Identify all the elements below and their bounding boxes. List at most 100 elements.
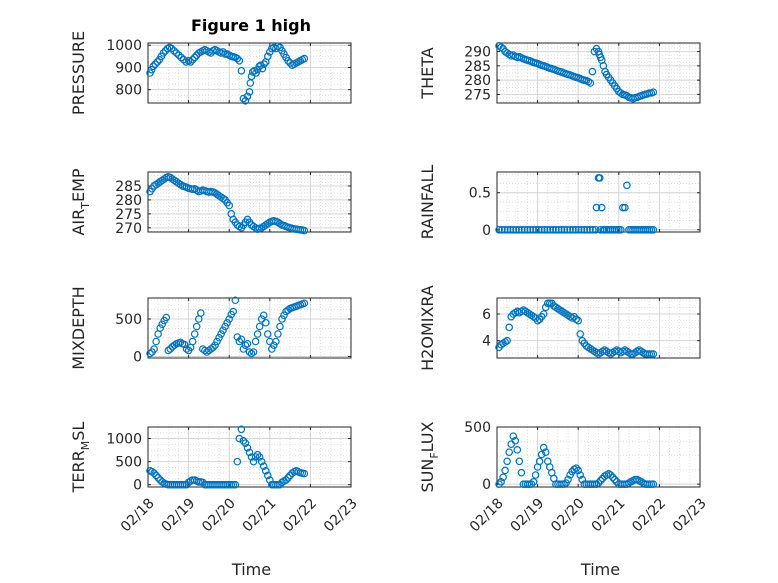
axes-frame <box>147 297 352 359</box>
y-tick-label: 290 <box>464 45 491 61</box>
data-point <box>537 450 546 459</box>
data-point <box>554 225 563 234</box>
data-point <box>255 322 264 331</box>
data-point <box>223 318 231 327</box>
data-point <box>541 303 550 312</box>
data-point <box>150 345 158 353</box>
data-point <box>529 478 538 486</box>
data-point <box>237 335 246 344</box>
data-point <box>259 462 268 471</box>
y-tick-label: 500 <box>115 455 142 471</box>
data-point <box>225 315 234 323</box>
data-point <box>219 326 227 335</box>
y-axis-label-subscript: F <box>428 452 441 458</box>
data-point <box>543 225 552 234</box>
data-point <box>243 443 252 452</box>
y-axis-label-main: AIR <box>69 209 88 236</box>
data-point <box>239 437 248 445</box>
data-point <box>219 194 227 203</box>
data-point <box>580 225 589 234</box>
data-point <box>261 318 270 327</box>
y-tick-label: 500 <box>464 420 491 436</box>
data-point <box>245 88 254 96</box>
axes-frame <box>147 42 352 104</box>
data-point <box>517 468 526 477</box>
y-tick-label: 280 <box>115 193 142 209</box>
data-point <box>649 225 658 234</box>
data-point <box>235 222 244 231</box>
data-point <box>276 322 284 331</box>
data-point <box>207 345 215 353</box>
data-point <box>574 466 583 475</box>
data-point <box>209 343 217 352</box>
data-point <box>146 349 154 358</box>
y-tick-label: 4 <box>482 334 491 350</box>
data-point <box>272 337 280 346</box>
data-point <box>245 348 254 356</box>
data-point <box>649 480 658 488</box>
data-point <box>241 439 250 447</box>
data-point <box>606 471 615 479</box>
data-point <box>158 478 167 486</box>
y-tick-label: 800 <box>115 83 142 99</box>
data-point <box>284 473 292 482</box>
data-point <box>517 225 526 234</box>
data-point <box>623 92 631 100</box>
data-point <box>164 346 173 355</box>
data-point <box>211 341 219 350</box>
data-point <box>576 471 585 479</box>
data-point <box>595 174 604 182</box>
data-point <box>495 480 503 488</box>
y-axis-label-rest: EMP <box>69 168 88 202</box>
y-axis-label: AIRTEMP <box>69 168 92 235</box>
data-point <box>270 341 278 350</box>
data-point <box>499 473 507 482</box>
y-tick-label: 0 <box>133 350 142 366</box>
data-point <box>586 79 595 87</box>
data-point <box>586 225 594 234</box>
data-point <box>564 475 572 484</box>
data-point <box>237 66 246 75</box>
y-tick-label: 6 <box>482 307 491 323</box>
y-axis-label: THETA <box>418 47 437 99</box>
y-tick-label: 900 <box>115 60 142 76</box>
data-point <box>495 225 503 234</box>
data-point <box>529 225 537 234</box>
data-point <box>188 337 197 346</box>
data-point <box>180 340 189 349</box>
data-point <box>231 296 240 305</box>
data-point <box>247 349 256 358</box>
data-point <box>239 345 248 353</box>
data-point <box>167 44 176 53</box>
data-point <box>278 478 286 487</box>
y-axis-label-main: SUN <box>418 459 437 493</box>
data-point <box>531 471 540 479</box>
data-point <box>512 225 520 234</box>
data-point <box>253 450 262 459</box>
data-point <box>594 479 603 487</box>
data-point <box>177 53 186 62</box>
data-point <box>188 55 197 64</box>
data-point <box>649 88 658 96</box>
data-point <box>263 52 272 61</box>
y-axis-label: PRESSURE <box>69 31 88 115</box>
data-point <box>158 320 167 329</box>
data-point <box>623 181 631 190</box>
subplot-rainfall: 0 0.5 RAINFALL <box>418 165 701 239</box>
data-point <box>186 58 195 66</box>
data-point <box>284 306 292 314</box>
data-point <box>231 480 240 489</box>
subplot-mixdepth: 0 500 MIXDEPTH <box>69 286 352 370</box>
figure-title: Figure 1 high <box>191 16 311 35</box>
data-point <box>152 471 160 480</box>
data-point <box>505 323 513 332</box>
data-point <box>610 475 619 484</box>
subplot-h2omixra: 4 6 H2OMIXRA <box>418 285 701 371</box>
x-axis-label: Time <box>231 560 271 579</box>
y-tick-label: 285 <box>115 179 142 195</box>
data-point <box>280 311 288 320</box>
data-point <box>584 77 593 86</box>
x-axis-label: Time <box>580 560 620 579</box>
